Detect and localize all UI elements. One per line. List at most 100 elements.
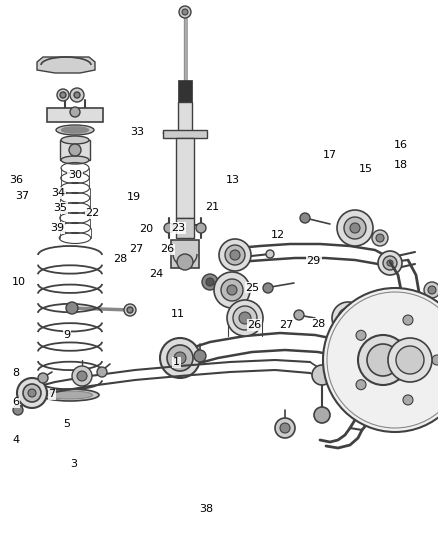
- Circle shape: [228, 253, 238, 263]
- Bar: [176, 138, 194, 218]
- Text: 20: 20: [139, 224, 153, 234]
- Circle shape: [69, 144, 81, 156]
- Bar: [47, 108, 103, 122]
- Circle shape: [179, 6, 191, 18]
- Circle shape: [266, 250, 274, 258]
- Circle shape: [378, 251, 402, 275]
- Text: 4: 4: [12, 435, 19, 445]
- Circle shape: [23, 384, 41, 402]
- Circle shape: [182, 9, 188, 15]
- Text: 5: 5: [64, 419, 71, 429]
- Circle shape: [428, 286, 436, 294]
- Text: 13: 13: [226, 175, 240, 185]
- Text: 30: 30: [68, 170, 82, 180]
- Circle shape: [219, 239, 251, 271]
- Text: 26: 26: [160, 245, 174, 254]
- Text: 18: 18: [394, 160, 408, 170]
- Circle shape: [280, 423, 290, 433]
- Text: 33: 33: [131, 127, 145, 137]
- Text: 6: 6: [12, 398, 19, 407]
- Circle shape: [375, 340, 415, 380]
- Text: 8: 8: [12, 368, 19, 378]
- Circle shape: [70, 88, 84, 102]
- Circle shape: [202, 274, 218, 290]
- Circle shape: [349, 346, 367, 364]
- Text: 21: 21: [205, 202, 219, 212]
- Circle shape: [160, 338, 200, 378]
- Circle shape: [332, 302, 364, 334]
- Circle shape: [17, 378, 47, 408]
- Circle shape: [294, 310, 304, 320]
- Text: 9: 9: [64, 330, 71, 340]
- Text: 29: 29: [307, 256, 321, 266]
- Circle shape: [403, 395, 413, 405]
- Text: 7: 7: [48, 390, 55, 399]
- Text: 11: 11: [171, 310, 185, 319]
- Circle shape: [367, 344, 399, 376]
- Circle shape: [344, 217, 366, 239]
- Circle shape: [70, 107, 80, 117]
- Ellipse shape: [56, 125, 94, 135]
- Text: 34: 34: [52, 188, 66, 198]
- Circle shape: [225, 245, 245, 265]
- Text: 35: 35: [53, 203, 67, 213]
- Circle shape: [275, 418, 295, 438]
- Text: 28: 28: [311, 319, 325, 328]
- Circle shape: [344, 314, 352, 322]
- Circle shape: [174, 352, 186, 364]
- Circle shape: [387, 260, 393, 266]
- Text: 38: 38: [199, 504, 213, 514]
- Circle shape: [177, 254, 193, 270]
- Circle shape: [60, 92, 66, 98]
- Circle shape: [432, 355, 438, 365]
- Circle shape: [383, 348, 407, 372]
- Text: 28: 28: [113, 254, 127, 264]
- Circle shape: [167, 345, 193, 371]
- Circle shape: [127, 307, 133, 313]
- Text: 10: 10: [12, 278, 26, 287]
- Circle shape: [396, 346, 424, 374]
- Circle shape: [13, 405, 23, 415]
- Text: 3: 3: [70, 459, 77, 469]
- Text: 12: 12: [271, 230, 285, 239]
- Circle shape: [164, 223, 174, 233]
- Circle shape: [77, 371, 87, 381]
- Text: 36: 36: [10, 175, 24, 185]
- Circle shape: [356, 379, 366, 390]
- Circle shape: [372, 230, 388, 246]
- Bar: [60, 140, 90, 160]
- Text: 16: 16: [394, 140, 408, 150]
- Circle shape: [424, 282, 438, 298]
- Circle shape: [343, 340, 373, 370]
- Text: 22: 22: [85, 208, 100, 218]
- Circle shape: [72, 366, 92, 386]
- Circle shape: [233, 306, 257, 330]
- Text: 27: 27: [279, 320, 294, 330]
- Circle shape: [358, 335, 408, 385]
- Circle shape: [314, 407, 330, 423]
- Circle shape: [221, 279, 243, 301]
- Circle shape: [196, 223, 206, 233]
- Circle shape: [376, 312, 432, 368]
- Circle shape: [194, 350, 206, 362]
- Circle shape: [300, 213, 310, 223]
- Circle shape: [239, 312, 251, 324]
- Circle shape: [376, 234, 384, 242]
- Text: 23: 23: [171, 223, 185, 233]
- Circle shape: [386, 322, 422, 358]
- Circle shape: [312, 365, 332, 385]
- Circle shape: [66, 302, 78, 314]
- Circle shape: [28, 389, 36, 397]
- Circle shape: [383, 256, 397, 270]
- Bar: [171, 240, 199, 268]
- Circle shape: [396, 332, 412, 348]
- Ellipse shape: [47, 391, 92, 399]
- Circle shape: [337, 210, 373, 246]
- Circle shape: [354, 351, 362, 359]
- Bar: [163, 130, 207, 138]
- Text: 26: 26: [247, 320, 261, 330]
- Circle shape: [206, 278, 214, 286]
- Text: 17: 17: [323, 150, 337, 159]
- Text: 27: 27: [129, 245, 144, 254]
- Circle shape: [350, 223, 360, 233]
